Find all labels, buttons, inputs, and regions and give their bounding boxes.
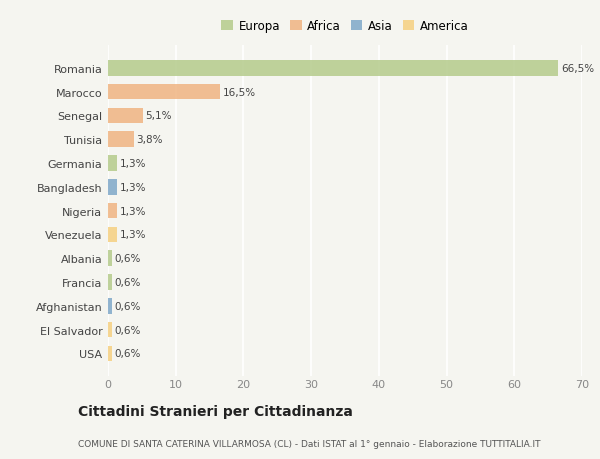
Text: Cittadini Stranieri per Cittadinanza: Cittadini Stranieri per Cittadinanza (78, 404, 353, 419)
Text: 0,6%: 0,6% (115, 349, 141, 358)
Bar (108, 203, 117, 219)
Bar (108, 108, 143, 124)
Text: 0,6%: 0,6% (115, 301, 141, 311)
Text: 66,5%: 66,5% (561, 64, 594, 73)
Text: 16,5%: 16,5% (223, 87, 256, 97)
Bar (108, 251, 112, 266)
Bar (108, 132, 134, 148)
Bar (108, 61, 558, 76)
Text: 0,6%: 0,6% (115, 254, 141, 263)
Text: 1,3%: 1,3% (119, 206, 146, 216)
Text: COMUNE DI SANTA CATERINA VILLARMOSA (CL) - Dati ISTAT al 1° gennaio - Elaborazio: COMUNE DI SANTA CATERINA VILLARMOSA (CL)… (78, 439, 541, 448)
Text: 3,8%: 3,8% (136, 135, 163, 145)
Text: 1,3%: 1,3% (119, 182, 146, 192)
Text: 1,3%: 1,3% (119, 230, 146, 240)
Bar (108, 322, 112, 338)
Text: 5,1%: 5,1% (145, 111, 172, 121)
Bar (108, 346, 112, 361)
Bar (108, 298, 112, 314)
Bar (108, 84, 220, 100)
Text: 0,6%: 0,6% (115, 277, 141, 287)
Text: 0,6%: 0,6% (115, 325, 141, 335)
Bar (108, 274, 112, 290)
Bar (108, 179, 117, 195)
Legend: Europa, Africa, Asia, America: Europa, Africa, Asia, America (217, 16, 473, 38)
Bar (108, 227, 117, 243)
Bar (108, 156, 117, 171)
Text: 1,3%: 1,3% (119, 159, 146, 168)
